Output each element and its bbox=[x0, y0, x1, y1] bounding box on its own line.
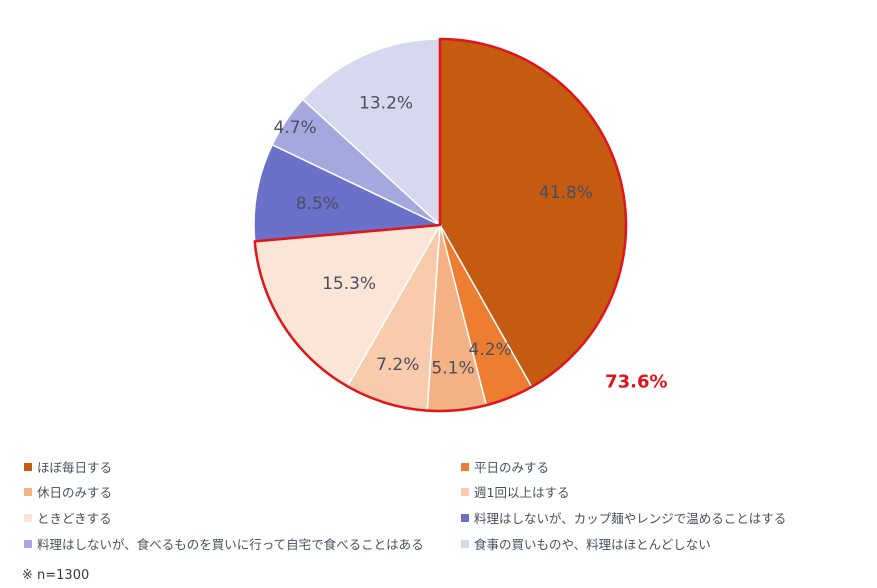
legend-swatch-6 bbox=[24, 540, 32, 548]
data-label-7: 13.2% bbox=[359, 93, 413, 113]
legend-swatch-0 bbox=[24, 463, 32, 471]
legend-swatch-1 bbox=[461, 463, 469, 471]
highlight-outline-group: 73.6% bbox=[253, 37, 668, 413]
legend-label-7: 食事の買いものや、料理はほとんどしない bbox=[474, 537, 711, 552]
legend-label-2: 休日のみする bbox=[37, 485, 112, 500]
legend-label-1: 平日のみする bbox=[474, 460, 549, 475]
data-label-5: 8.5% bbox=[296, 194, 339, 214]
highlight-outline bbox=[253, 37, 628, 413]
data-label-6: 4.7% bbox=[273, 118, 316, 138]
legend-swatch-3 bbox=[461, 488, 469, 496]
data-label-4: 15.3% bbox=[322, 274, 376, 294]
legend-label-6: 料理はしないが、食べるものを買いに行って自宅で食べることはある bbox=[37, 537, 424, 552]
pie-slice-7 bbox=[301, 38, 441, 227]
legend-swatch-5 bbox=[461, 514, 469, 522]
legend-label-0: ほぼ毎日する bbox=[37, 460, 112, 475]
sample-size-note: ※ n=1300 bbox=[22, 568, 90, 583]
data-label-2: 5.1% bbox=[431, 359, 474, 379]
highlight-total-label: 73.6% bbox=[605, 372, 667, 393]
data-label-1: 4.2% bbox=[468, 340, 511, 360]
pie-data-labels: 41.8% 4.2%5.1% 7.2% 15.3% 8.5% 4.7% 13.2% bbox=[273, 93, 592, 378]
legend-label-4: ときどきする bbox=[37, 511, 112, 526]
legend-label-5: 料理はしないが、カップ麺やレンジで温めることはする bbox=[474, 511, 786, 526]
legend-swatch-2 bbox=[24, 488, 32, 496]
legend-label-3: 週1回以上はする bbox=[474, 485, 569, 500]
pie-slices bbox=[253, 38, 627, 412]
pie-slice-5 bbox=[253, 143, 443, 243]
data-label-3: 7.2% bbox=[376, 355, 419, 375]
legend-swatch-7 bbox=[461, 540, 469, 548]
data-label-0: 41.8% bbox=[539, 183, 593, 203]
legend-swatch-4 bbox=[24, 514, 32, 522]
